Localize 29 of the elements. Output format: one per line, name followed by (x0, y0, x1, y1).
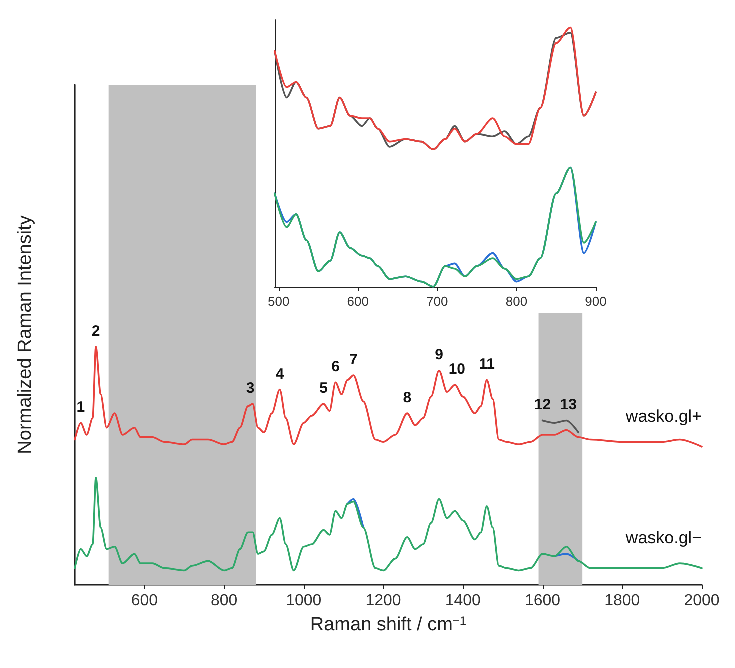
annotation: wasko.gl− (624, 528, 702, 548)
annotation: 8 (403, 390, 412, 407)
annotation: 3 (246, 380, 255, 398)
x-tick-label: 600 (347, 294, 369, 309)
x-tick-label: 600 (131, 592, 158, 610)
x-tick-label: 1800 (604, 592, 640, 610)
y-axis-title: Normalized Raman Intensity (15, 215, 36, 454)
x-tick-label: 1600 (524, 592, 561, 610)
x-tick-label: 1200 (366, 592, 402, 610)
annotation: 9 (435, 346, 444, 364)
annotation: 12 (534, 396, 552, 414)
x-tick-label: 800 (210, 592, 238, 610)
annotation: wasko.gl+ (624, 406, 702, 426)
x-tick-label: 700 (426, 294, 448, 309)
annotation: 7 (349, 351, 358, 368)
annotation: 4 (276, 366, 285, 383)
x-tick-label: 2000 (684, 592, 720, 610)
x-tick-label: 800 (506, 294, 528, 309)
x-tick-label: 1000 (286, 592, 322, 610)
annotation: 6 (332, 358, 340, 376)
annotation: 1 (76, 399, 86, 416)
annotation: 11 (479, 356, 495, 374)
annotation: 2 (92, 322, 100, 340)
x-tick-label: 1400 (445, 592, 482, 610)
annotation: 10 (448, 361, 466, 378)
x-tick-label: 500 (268, 294, 290, 309)
x-tick-label: 900 (585, 294, 607, 309)
annotation: 5 (320, 380, 328, 398)
annotation: 13 (560, 396, 577, 414)
